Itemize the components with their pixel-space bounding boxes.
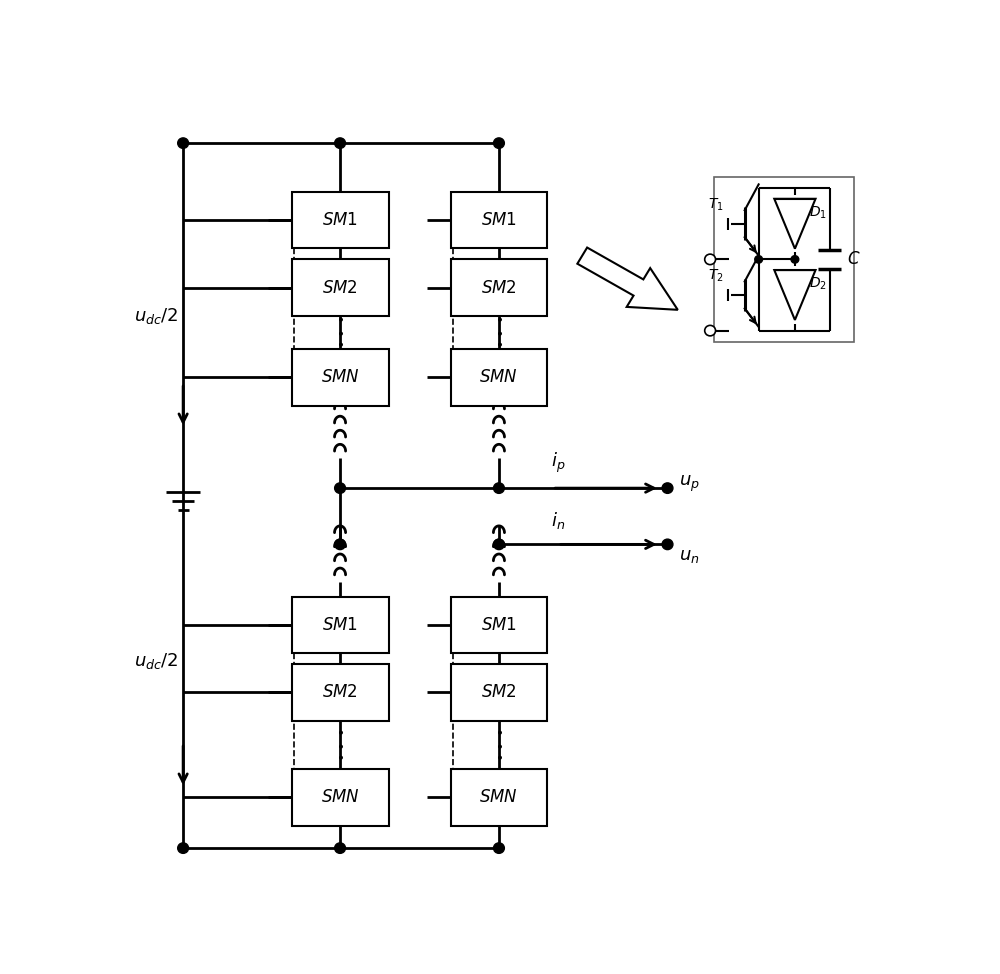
Circle shape — [755, 255, 763, 263]
Text: $\mathit{SM1}$: $\mathit{SM1}$ — [322, 616, 358, 634]
Circle shape — [705, 254, 716, 265]
Bar — [450, 192, 547, 248]
Text: $\mathit{SMN}$: $\mathit{SMN}$ — [479, 789, 518, 806]
Text: $T_2$: $T_2$ — [708, 268, 724, 284]
Text: $\mathit{SM1}$: $\mathit{SM1}$ — [481, 616, 517, 634]
Circle shape — [791, 255, 799, 263]
Bar — [292, 350, 388, 405]
Circle shape — [178, 138, 189, 148]
Circle shape — [662, 483, 673, 494]
FancyArrow shape — [577, 247, 678, 310]
Text: $\mathit{SM2}$: $\mathit{SM2}$ — [322, 279, 358, 296]
Circle shape — [335, 483, 345, 494]
Bar — [292, 769, 388, 826]
Circle shape — [178, 843, 189, 853]
Text: $i_n$: $i_n$ — [551, 509, 565, 531]
Text: $i_p$: $i_p$ — [551, 450, 565, 474]
Circle shape — [335, 540, 345, 549]
Bar — [714, 177, 854, 342]
Text: $\bullet\bullet\bullet$: $\bullet\bullet\bullet$ — [333, 316, 347, 350]
Text: $\mathit{SMN}$: $\mathit{SMN}$ — [321, 368, 360, 387]
Text: $\mathit{SM1}$: $\mathit{SM1}$ — [481, 211, 517, 229]
Circle shape — [494, 138, 504, 148]
Circle shape — [662, 540, 673, 549]
Text: $T_1$: $T_1$ — [708, 197, 724, 213]
Text: $\mathit{SM2}$: $\mathit{SM2}$ — [481, 684, 517, 701]
Bar — [292, 597, 388, 654]
Text: $\bullet\bullet\bullet$: $\bullet\bullet\bullet$ — [492, 316, 506, 350]
Circle shape — [494, 483, 504, 494]
Text: $u_n$: $u_n$ — [679, 546, 700, 565]
Circle shape — [494, 843, 504, 853]
Circle shape — [494, 540, 504, 549]
Text: $\mathit{SM1}$: $\mathit{SM1}$ — [322, 211, 358, 229]
Bar — [450, 597, 547, 654]
Bar — [292, 664, 388, 721]
Bar — [450, 664, 547, 721]
Circle shape — [705, 325, 716, 336]
Bar — [292, 259, 388, 316]
Text: $C$: $C$ — [847, 250, 860, 269]
Text: $\mathit{SMN}$: $\mathit{SMN}$ — [479, 368, 518, 387]
Circle shape — [335, 843, 345, 853]
Text: $D_2$: $D_2$ — [809, 276, 827, 292]
Bar — [450, 350, 547, 405]
Text: $u_p$: $u_p$ — [679, 474, 700, 495]
Bar — [292, 192, 388, 248]
Text: $u_{dc}/2$: $u_{dc}/2$ — [134, 651, 178, 671]
Bar — [450, 259, 547, 316]
Text: $D_1$: $D_1$ — [809, 205, 827, 221]
Text: $u_{dc}/2$: $u_{dc}/2$ — [134, 306, 178, 325]
Text: $\mathit{SM2}$: $\mathit{SM2}$ — [481, 279, 517, 296]
Text: $\bullet\bullet\bullet$: $\bullet\bullet\bullet$ — [492, 728, 506, 762]
Text: $\mathit{SM2}$: $\mathit{SM2}$ — [322, 684, 358, 701]
Text: $\mathit{SMN}$: $\mathit{SMN}$ — [321, 789, 360, 806]
Circle shape — [335, 138, 345, 148]
Text: $\bullet\bullet\bullet$: $\bullet\bullet\bullet$ — [333, 728, 347, 762]
Bar — [450, 769, 547, 826]
